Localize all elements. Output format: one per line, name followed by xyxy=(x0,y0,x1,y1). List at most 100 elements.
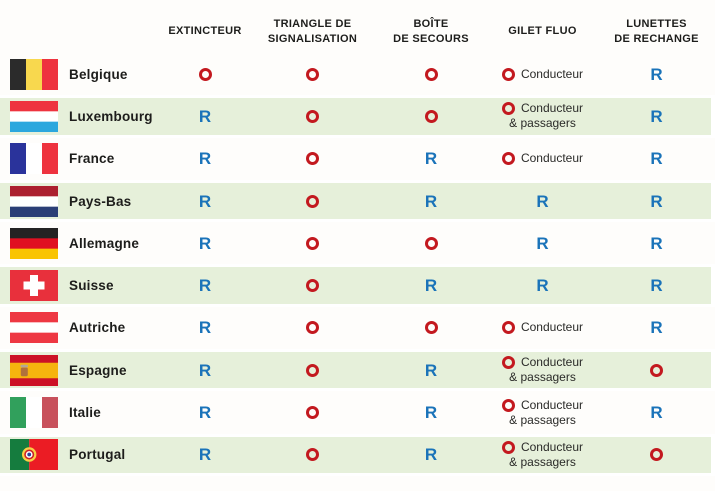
cell-gilet-fluo: Conducteur & passagers xyxy=(487,398,598,428)
note-line: Conducteur xyxy=(501,66,584,82)
recommande-symbol: R xyxy=(198,403,212,423)
cell-lunettes-de-rechange xyxy=(598,363,715,377)
cell-lunettes-de-rechange: R xyxy=(598,66,715,83)
note-line: Conducteur xyxy=(501,397,584,413)
obligatoire-symbol xyxy=(306,109,319,123)
recommande-symbol: R xyxy=(650,106,663,126)
cell-lunettes-de-rechange: R xyxy=(598,193,715,210)
obligatoire-symbol xyxy=(501,440,515,454)
cell-lunettes-de-rechange: R xyxy=(598,235,715,252)
recommande-symbol: R xyxy=(198,233,212,253)
country-name: Pays-Bas xyxy=(69,193,132,209)
table-body: Belgique Conducteur R Luxembourg R Conducteur… xyxy=(0,53,715,476)
cell-lunettes-de-rechange: R xyxy=(598,319,715,336)
table-row-espagne: Espagne R R Conducteur & passagers xyxy=(0,349,715,392)
table-row-france: France R R Conducteur R xyxy=(0,138,715,180)
obligatoire-symbol xyxy=(306,194,319,208)
italy-flag xyxy=(10,397,58,429)
country-name: Luxembourg xyxy=(69,108,153,124)
recommande-symbol: R xyxy=(650,318,663,338)
recommande-symbol: R xyxy=(198,276,212,296)
column-header-gilet-fluo: GILET FLUO xyxy=(508,25,577,38)
note-text: Conducteur xyxy=(520,66,584,81)
note-text: Conducteur xyxy=(520,101,584,116)
recommande-symbol: R xyxy=(424,191,438,211)
recommande-symbol: R xyxy=(536,191,549,211)
obligatoire-symbol xyxy=(306,363,319,377)
country-cell: Pays-Bas xyxy=(0,185,160,217)
cell-triangle-signalisation xyxy=(250,109,375,123)
cell-lunettes-de-rechange xyxy=(598,448,715,462)
recommande-symbol: R xyxy=(424,149,438,169)
cell-triangle-signalisation xyxy=(250,152,375,166)
cell-triangle-signalisation xyxy=(250,406,375,420)
country-cell: Italie xyxy=(0,397,160,429)
obligatoire-symbol xyxy=(650,363,663,377)
column-header-triangle-signalisation: TRIANGLE DE SIGNALISATION xyxy=(267,18,358,45)
obligatoire-symbol xyxy=(501,321,515,335)
cell-gilet-fluo: Conducteur xyxy=(487,67,598,82)
country-name: France xyxy=(69,151,115,167)
cell-boite-de-secours: R xyxy=(375,446,487,463)
germany-flag xyxy=(10,227,58,259)
country-name: Allemagne xyxy=(69,235,140,251)
recommande-symbol: R xyxy=(650,233,663,253)
obligatoire-symbol xyxy=(424,109,438,123)
cell-gilet-fluo: Conducteur & passagers xyxy=(487,440,598,470)
cell-gilet-fluo: R xyxy=(487,277,598,294)
cell-gilet-fluo: Conducteur xyxy=(487,320,598,335)
recommande-symbol: R xyxy=(424,403,438,423)
column-header-lunettes-de-rechange: LUNETTES DE RECHANGE xyxy=(614,18,699,45)
symbol-with-note: Conducteur & passagers xyxy=(501,355,583,385)
cell-extincteur: R xyxy=(160,277,250,294)
cell-gilet-fluo: Conducteur & passagers xyxy=(487,101,598,131)
cell-extincteur xyxy=(160,67,250,81)
recommande-symbol: R xyxy=(536,233,549,253)
note-text: Conducteur xyxy=(520,397,584,412)
austria-flag xyxy=(10,312,58,344)
symbol-with-note: Conducteur & passagers xyxy=(501,397,584,428)
recommande-symbol: R xyxy=(198,106,212,126)
cell-extincteur: R xyxy=(160,319,250,336)
table-header-row: EXTINCTEUR TRIANGLE DE SIGNALISATION BOÎTE D… xyxy=(0,0,715,53)
symbol-with-note: Conducteur xyxy=(501,66,584,82)
obligatoire-symbol xyxy=(501,398,515,412)
belgium-flag xyxy=(10,58,58,90)
note-text: Conducteur xyxy=(520,151,584,166)
obligatoire-symbol xyxy=(650,448,663,462)
cell-extincteur: R xyxy=(160,108,250,125)
country-name: Suisse xyxy=(69,278,114,294)
cell-triangle-signalisation xyxy=(250,194,375,208)
recommande-symbol: R xyxy=(198,318,212,338)
recommande-symbol: R xyxy=(198,360,212,380)
recommande-symbol: R xyxy=(650,149,663,169)
country-name: Belgique xyxy=(69,66,128,82)
note-line: Conducteur xyxy=(501,355,583,370)
cell-gilet-fluo: R xyxy=(487,235,598,252)
cell-boite-de-secours: R xyxy=(375,193,487,210)
country-cell: Portugal xyxy=(0,439,160,471)
cell-boite-de-secours: R xyxy=(375,362,487,379)
note-text: Conducteur xyxy=(520,439,584,454)
country-name: Portugal xyxy=(69,447,126,463)
cell-boite-de-secours xyxy=(375,67,487,81)
country-name: Italie xyxy=(69,405,101,421)
recommande-symbol: R xyxy=(650,64,663,84)
note-text: & passagers xyxy=(509,116,576,131)
recommande-symbol: R xyxy=(198,149,212,169)
obligatoire-symbol xyxy=(424,67,438,81)
country-cell: Autriche xyxy=(0,312,160,344)
cell-gilet-fluo: R xyxy=(487,193,598,210)
recommande-symbol: R xyxy=(424,360,438,380)
table-row-pays-bas: Pays-Bas R R R R xyxy=(0,179,715,223)
cell-triangle-signalisation xyxy=(250,236,375,250)
recommande-symbol: R xyxy=(650,403,663,423)
country-cell: Belgique xyxy=(0,58,160,90)
recommande-symbol: R xyxy=(536,276,549,296)
cell-triangle-signalisation xyxy=(250,321,375,335)
note-text: & passagers xyxy=(509,412,576,427)
cell-boite-de-secours xyxy=(375,109,487,123)
cell-gilet-fluo: Conducteur & passagers xyxy=(487,355,598,385)
recommande-symbol: R xyxy=(650,191,663,211)
recommande-symbol: R xyxy=(650,276,663,296)
